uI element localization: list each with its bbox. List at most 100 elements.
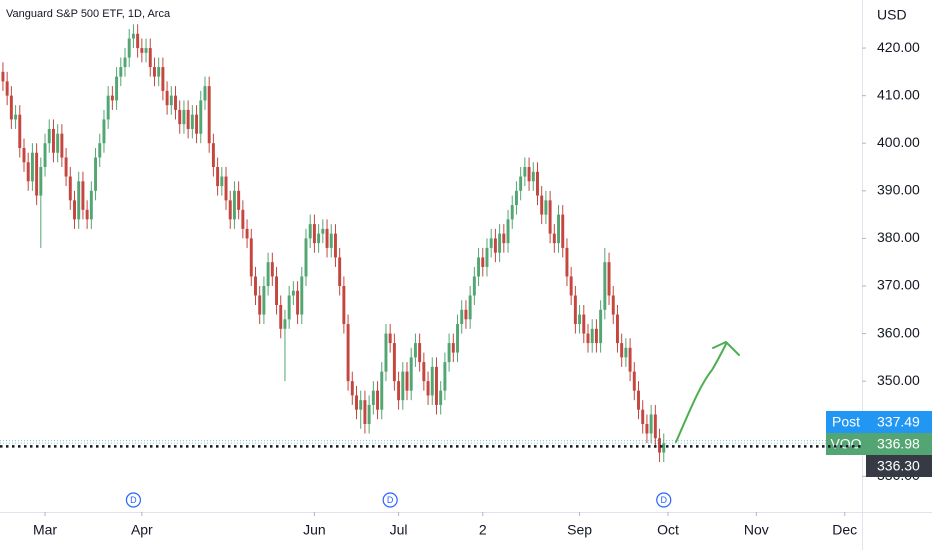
candle-body [519, 176, 523, 191]
candle-body [443, 362, 447, 391]
candle-body [363, 400, 367, 424]
candle-body [174, 95, 177, 110]
candle-body [165, 90, 169, 106]
candle-body [637, 390, 640, 410]
x-tick-label: 2 [479, 522, 487, 538]
candle-body [388, 333, 392, 344]
candle-body [464, 309, 468, 320]
y-tick-label: 350.00 [877, 372, 920, 388]
candle-body [510, 205, 514, 220]
price-badge-value: 337.49 [877, 414, 920, 430]
candle-body [144, 48, 148, 53]
candle-body [119, 67, 123, 77]
candle-body [266, 262, 270, 286]
candle-body [5, 81, 9, 96]
candle-body [632, 371, 636, 391]
candle-body [30, 152, 34, 182]
candle-body [506, 219, 510, 244]
candle-body [413, 343, 417, 358]
crosshair-badge-value: 336.30 [877, 458, 920, 474]
candle-body [85, 209, 89, 220]
candle-body [98, 143, 102, 158]
candle-body [342, 285, 346, 325]
candle-body [527, 167, 531, 182]
candle-body [489, 238, 493, 248]
candle-body [401, 371, 405, 401]
x-tick-label: Mar [33, 522, 57, 538]
candle-body [569, 276, 573, 296]
candle-body [317, 233, 321, 244]
candle-body [456, 324, 459, 353]
candle-body [283, 319, 287, 329]
candle-body [615, 314, 619, 344]
candle-body [131, 33, 135, 39]
candle-body [73, 200, 76, 220]
candle-body [384, 333, 388, 372]
candle-body [586, 333, 590, 344]
candle-body [573, 295, 577, 325]
candle-body [136, 33, 140, 49]
candle-body [190, 114, 194, 129]
candle-body [405, 371, 409, 391]
candle-body [321, 228, 325, 234]
event-marker [125, 492, 142, 508]
candle-body [536, 171, 539, 196]
candle-body [653, 414, 657, 439]
candle-body [552, 233, 556, 244]
candle-body [523, 167, 527, 177]
candle-body [645, 423, 649, 434]
candle-body [355, 395, 358, 410]
candle-body [481, 257, 485, 267]
price-badge-name: VOO [830, 436, 861, 452]
price-badge-value: 336.98 [877, 436, 920, 452]
candle-body [308, 224, 312, 239]
candle-body [148, 48, 152, 68]
candle-body [203, 86, 207, 101]
candle-body [561, 214, 565, 248]
candle-body [607, 262, 611, 296]
y-tick-label: 360.00 [877, 324, 920, 340]
candle-body [367, 404, 371, 424]
candle-body [426, 381, 430, 396]
candle-body [241, 209, 245, 229]
candle-body [51, 128, 55, 153]
candle-body [590, 328, 594, 344]
candle-body [26, 162, 30, 182]
candle-body [9, 95, 13, 120]
chart-title: Vanguard S&P 500 ETF, 1D, Arca [6, 8, 171, 20]
candle-body [224, 176, 228, 201]
candle-body [594, 328, 598, 344]
candle-body [359, 400, 363, 410]
candle-body [578, 314, 582, 325]
candle-body [64, 157, 68, 177]
candle-body [329, 233, 333, 248]
candle-body [418, 343, 422, 363]
candle-body [662, 443, 666, 453]
event-label: D [387, 495, 394, 505]
candle-body [485, 247, 489, 267]
candle-body [43, 143, 47, 168]
price-badge-name-bg [826, 411, 866, 433]
candle-body [56, 133, 60, 153]
y-tick-label: 410.00 [877, 86, 920, 102]
candle-body [472, 276, 476, 296]
candle-body [22, 147, 26, 163]
candle-body [338, 257, 342, 286]
candle-body [620, 343, 624, 358]
candle-body [540, 195, 544, 215]
candle-body [409, 357, 413, 391]
event-marker [382, 492, 398, 508]
candle-body [106, 95, 110, 120]
candle-body [110, 95, 114, 101]
candle-body [422, 362, 426, 382]
x-tick-label: Jul [390, 522, 408, 538]
y-tick-label: 420.00 [877, 39, 920, 55]
candle-body [333, 233, 337, 258]
candle-body [468, 295, 472, 320]
candle-body [199, 100, 203, 134]
candle-body [287, 295, 291, 320]
candle-body [207, 86, 211, 144]
price-badge-name-bg [826, 433, 866, 455]
